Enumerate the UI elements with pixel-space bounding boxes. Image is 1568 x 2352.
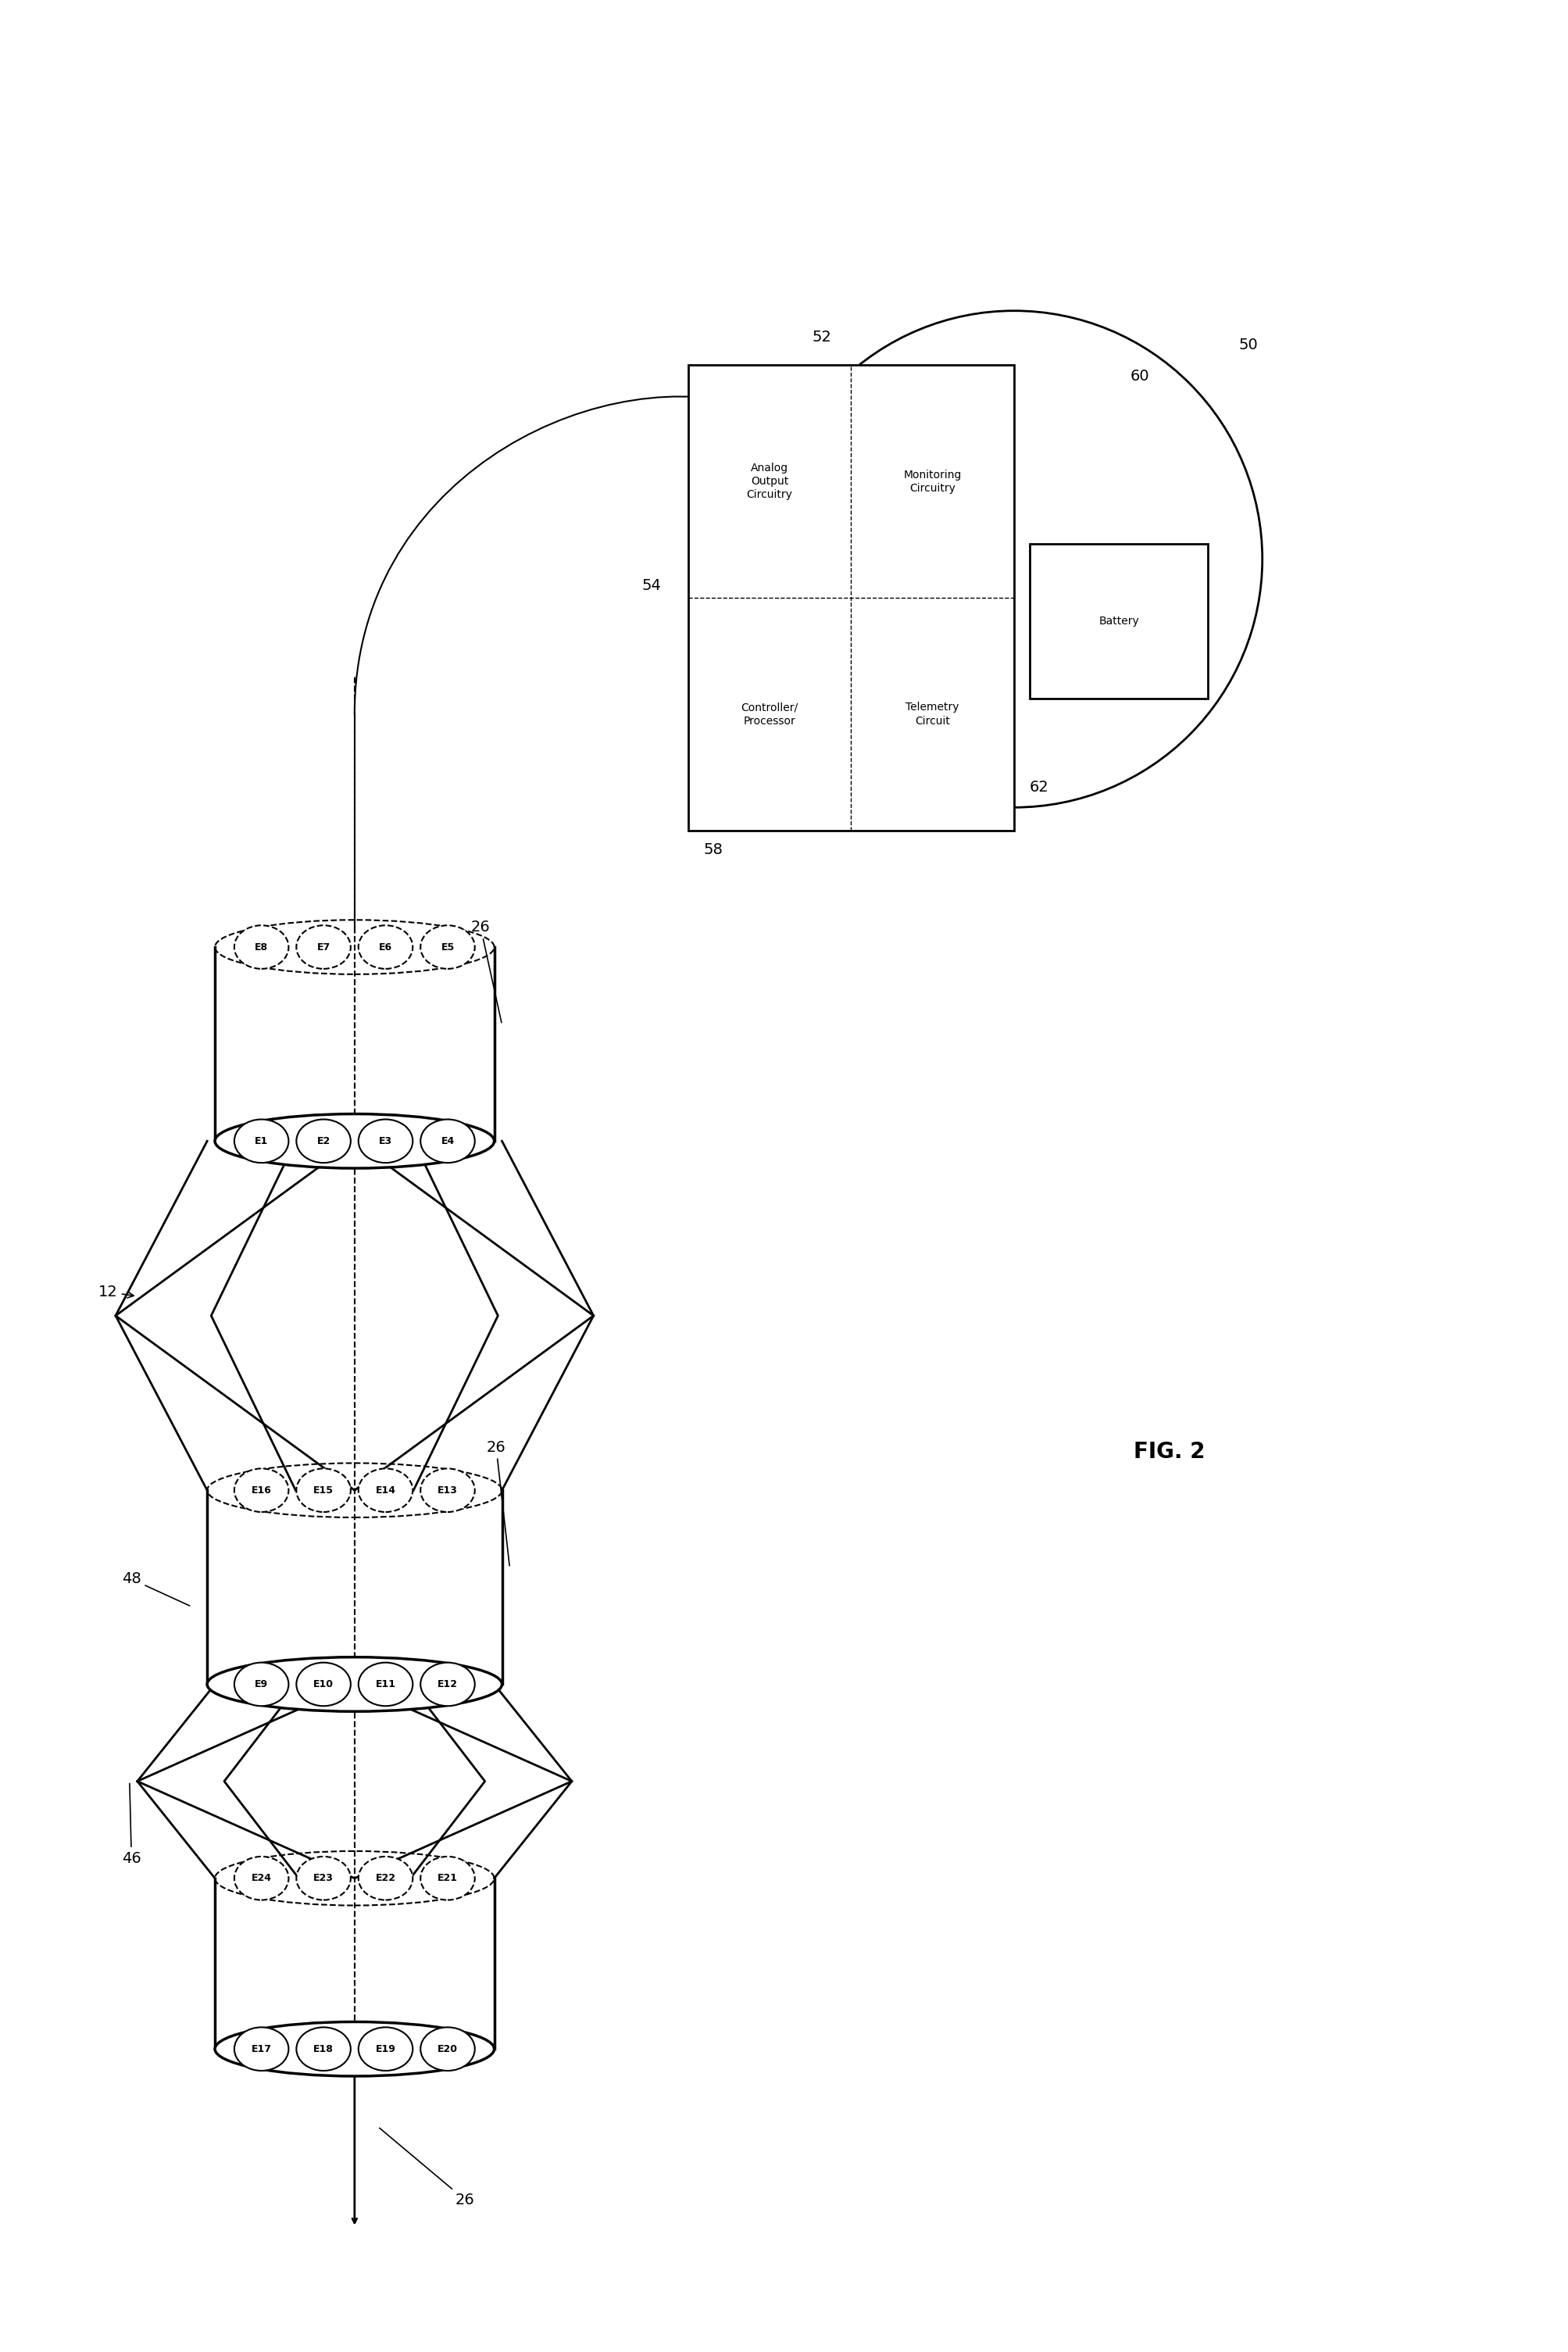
Text: 60: 60: [1131, 369, 1149, 383]
Text: 54: 54: [641, 579, 660, 593]
Text: 50: 50: [1239, 339, 1258, 353]
Text: E21: E21: [437, 1872, 458, 1884]
Text: E5: E5: [441, 943, 455, 953]
Ellipse shape: [358, 1856, 412, 1900]
Text: E19: E19: [375, 2044, 395, 2053]
Ellipse shape: [215, 2023, 494, 2077]
FancyBboxPatch shape: [688, 365, 1013, 830]
Text: FIG. 2: FIG. 2: [1134, 1439, 1204, 1463]
Text: E17: E17: [251, 2044, 271, 2053]
Text: 26: 26: [379, 2129, 475, 2206]
Text: E20: E20: [437, 2044, 458, 2053]
Ellipse shape: [296, 1120, 351, 1162]
Ellipse shape: [296, 924, 351, 969]
Ellipse shape: [420, 1468, 475, 1512]
Ellipse shape: [234, 1468, 289, 1512]
Text: E3: E3: [379, 1136, 392, 1145]
Text: 58: 58: [704, 842, 723, 856]
Ellipse shape: [207, 1658, 502, 1712]
Ellipse shape: [234, 2027, 289, 2070]
Ellipse shape: [420, 1120, 475, 1162]
Text: E13: E13: [437, 1484, 458, 1496]
Text: E23: E23: [314, 1872, 334, 1884]
Text: Telemetry
Circuit: Telemetry Circuit: [905, 701, 960, 727]
Text: 14: 14: [718, 423, 762, 602]
Text: E12: E12: [437, 1679, 458, 1689]
Ellipse shape: [420, 1856, 475, 1900]
Text: E9: E9: [254, 1679, 268, 1689]
Text: E11: E11: [375, 1679, 395, 1689]
Text: E1: E1: [254, 1136, 268, 1145]
Ellipse shape: [296, 1663, 351, 1705]
Text: E14: E14: [375, 1484, 395, 1496]
Text: 26: 26: [470, 920, 502, 1023]
Text: 56: 56: [1168, 663, 1189, 680]
Text: 48: 48: [122, 1571, 190, 1606]
Text: 52: 52: [812, 329, 831, 346]
Ellipse shape: [358, 1120, 412, 1162]
Ellipse shape: [358, 1663, 412, 1705]
Ellipse shape: [234, 1856, 289, 1900]
Text: 26: 26: [486, 1439, 510, 1566]
Ellipse shape: [296, 1856, 351, 1900]
Text: E18: E18: [314, 2044, 334, 2053]
Ellipse shape: [234, 1663, 289, 1705]
Ellipse shape: [215, 1115, 494, 1169]
Ellipse shape: [420, 2027, 475, 2070]
Text: E24: E24: [251, 1872, 271, 1884]
FancyBboxPatch shape: [1029, 543, 1207, 699]
Ellipse shape: [296, 2027, 351, 2070]
Text: 62: 62: [1029, 781, 1049, 795]
Text: E8: E8: [254, 943, 268, 953]
Text: E6: E6: [379, 943, 392, 953]
Text: E16: E16: [251, 1484, 271, 1496]
Ellipse shape: [358, 2027, 412, 2070]
Ellipse shape: [234, 924, 289, 969]
Ellipse shape: [358, 924, 412, 969]
Text: E10: E10: [314, 1679, 334, 1689]
Text: Monitoring
Circuitry: Monitoring Circuitry: [903, 470, 961, 494]
Ellipse shape: [234, 1120, 289, 1162]
Text: Battery: Battery: [1098, 616, 1138, 626]
Text: 12: 12: [99, 1284, 133, 1298]
Ellipse shape: [296, 1468, 351, 1512]
Text: E15: E15: [314, 1484, 334, 1496]
Ellipse shape: [358, 1468, 412, 1512]
Text: Analog
Output
Circuitry: Analog Output Circuitry: [746, 463, 792, 501]
Text: 46: 46: [122, 1783, 141, 1865]
Text: Controller/
Processor: Controller/ Processor: [740, 701, 798, 727]
Text: E7: E7: [317, 943, 331, 953]
Text: E4: E4: [441, 1136, 455, 1145]
Ellipse shape: [420, 1663, 475, 1705]
Text: E22: E22: [375, 1872, 395, 1884]
Ellipse shape: [420, 924, 475, 969]
Text: E2: E2: [317, 1136, 331, 1145]
